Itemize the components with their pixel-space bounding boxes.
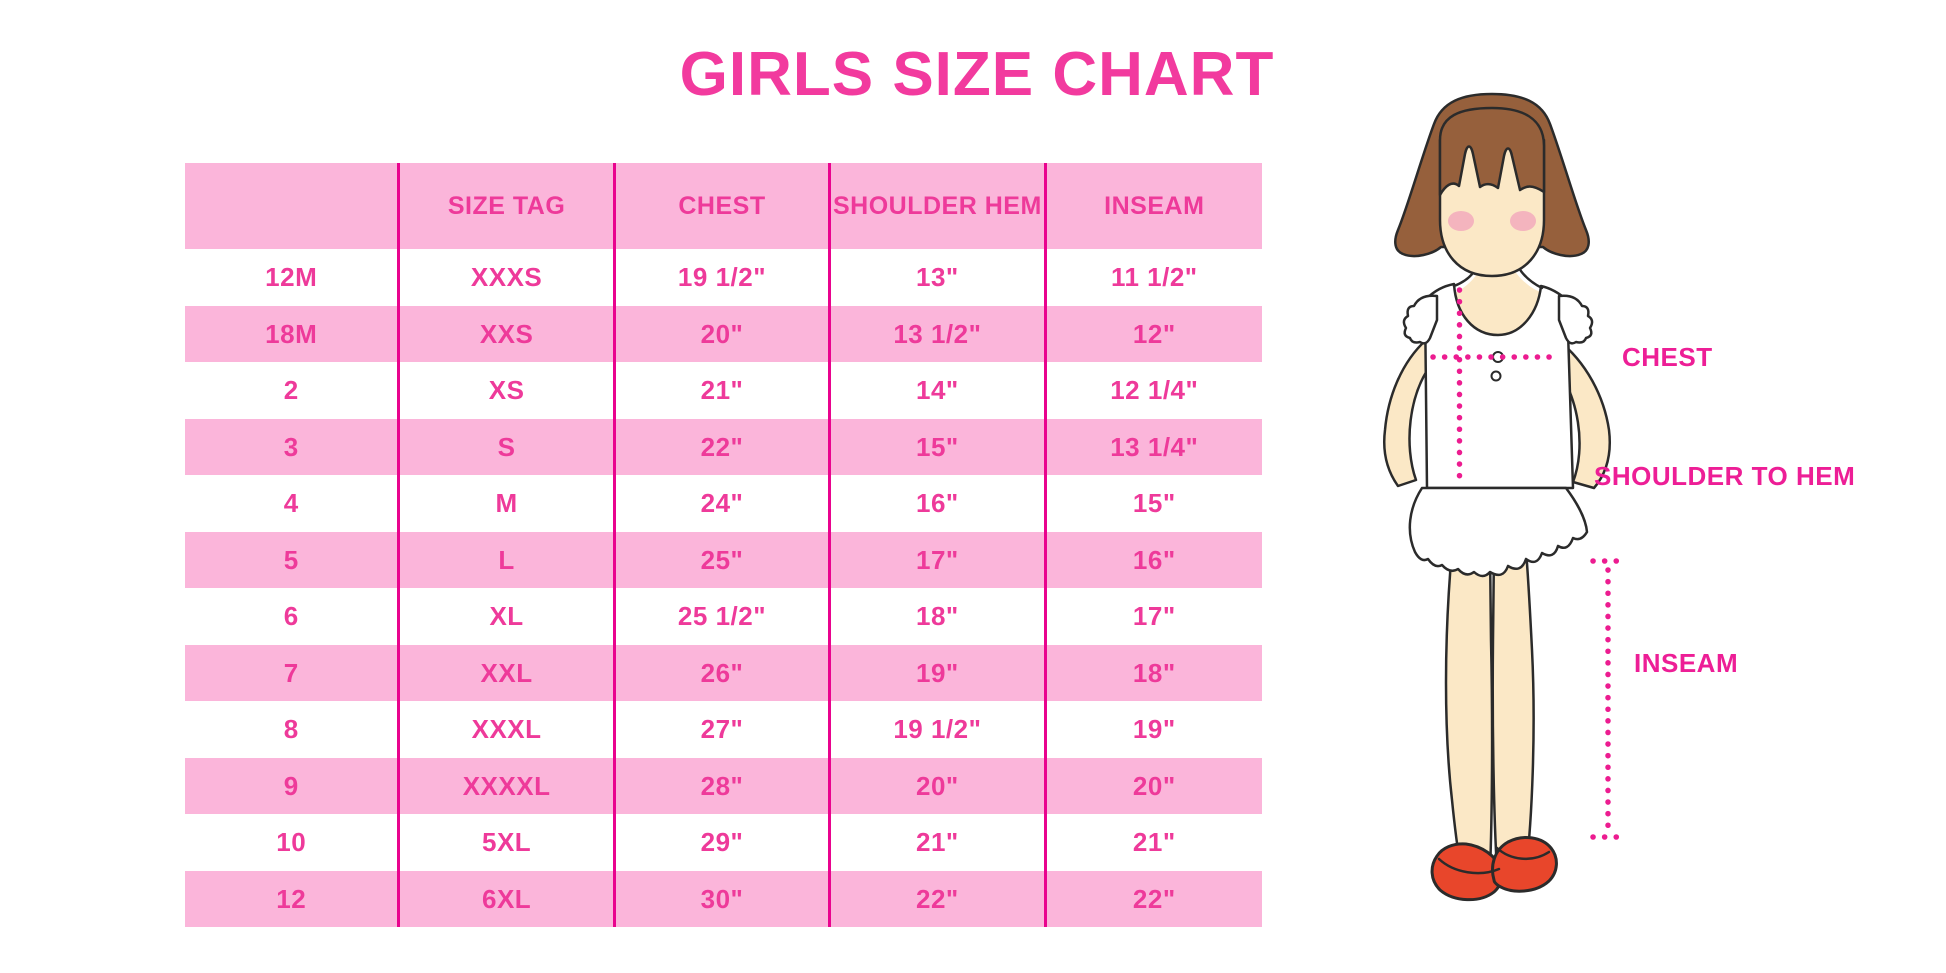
table-cell: 21" xyxy=(1132,827,1176,857)
table-cell: 22" xyxy=(615,418,832,475)
table-cell: 20" xyxy=(831,757,1047,814)
button xyxy=(1490,370,1502,382)
table-cell: 17" xyxy=(1132,601,1176,631)
table-cell: 29" xyxy=(616,814,832,871)
table-cell: 30" xyxy=(615,870,832,927)
table-cell: 8 xyxy=(185,701,401,758)
table-cell: 19" xyxy=(831,644,1047,701)
table-cell: 12" xyxy=(1046,305,1262,362)
table-cell: 24" xyxy=(616,475,832,532)
table-cell: L xyxy=(400,531,616,588)
table-cell: XXXXL xyxy=(400,757,616,814)
table-cell: 27" xyxy=(616,701,832,758)
table-cell: XXS xyxy=(400,305,616,362)
size-table-body: 12M XXXS 19 1/2" 13" 11 1/2" 18M XXS 20" 13 1/2"… xyxy=(185,249,1262,927)
table-cell: 7 xyxy=(185,644,401,701)
table-cell: 12 1/4" xyxy=(1110,375,1199,405)
table-cell: 16" xyxy=(1046,531,1262,588)
table-cell: 22" xyxy=(831,870,1047,927)
column-header-shoulder-hem: SHOULDER HEM xyxy=(831,163,1047,249)
table-cell: XXXS xyxy=(400,249,616,306)
table-cell: XL xyxy=(400,588,616,645)
left-shoe-strap xyxy=(1437,857,1501,875)
table-cell: 6XL xyxy=(400,870,616,927)
left-leg xyxy=(1444,548,1494,872)
table-cell: 11 1/2" xyxy=(1110,262,1198,292)
skirt xyxy=(1408,486,1589,578)
shoulder-to-hem-label: SHOULDER TO HEM xyxy=(1594,461,1856,491)
left-blush xyxy=(1448,211,1474,231)
table-cell: 26" xyxy=(615,644,832,701)
column-header-chest: CHEST xyxy=(615,163,832,249)
table-cell: 28" xyxy=(615,757,832,814)
table-cell: 15" xyxy=(831,418,1047,475)
table-cell: 20" xyxy=(615,305,832,362)
page-title: GIRLS SIZE CHART xyxy=(679,40,1275,109)
girl-illustration xyxy=(1383,92,1622,902)
table-cell: M xyxy=(400,475,616,532)
table-cell: 13" xyxy=(831,249,1047,306)
chest-label: CHEST xyxy=(1622,342,1713,372)
left-arm xyxy=(1383,338,1435,488)
table-cell: 19" xyxy=(1132,714,1176,744)
size-table-header: SIZE TAG CHEST SHOULDER HEM INSEAM xyxy=(185,163,1262,249)
left-shoulder-ruffle xyxy=(1402,294,1439,345)
table-cell: 20" xyxy=(1046,757,1262,814)
table-cell: 12 xyxy=(185,870,401,927)
right-leg xyxy=(1491,548,1535,872)
hair-bangs xyxy=(1438,106,1546,197)
table-cell: 12M xyxy=(185,249,401,306)
right-shoe-strap xyxy=(1495,846,1551,860)
top-bodice xyxy=(1423,282,1575,490)
table-cell: 4 xyxy=(185,475,401,532)
table-cell: XS xyxy=(400,362,616,419)
right-shoulder-ruffle xyxy=(1557,294,1594,345)
column-header-empty xyxy=(185,163,401,249)
table-cell: 25 1/2" xyxy=(616,588,832,645)
table-cell: 17" xyxy=(831,531,1047,588)
right-shoe xyxy=(1491,835,1558,893)
table-cell: 3 xyxy=(185,418,401,475)
neck xyxy=(1452,245,1541,336)
table-cell: 13 1/4" xyxy=(1046,418,1262,475)
table-cell: 19 1/2" xyxy=(831,701,1047,758)
inseam-label: INSEAM xyxy=(1634,648,1739,678)
table-cell: XXL xyxy=(400,644,616,701)
column-header-size-tag: SIZE TAG xyxy=(400,163,616,249)
table-cell: 15" xyxy=(1132,488,1176,518)
table-cell: 14" xyxy=(831,362,1047,419)
table-cell: 2 xyxy=(185,362,401,419)
table-cell: 21" xyxy=(831,814,1047,871)
right-blush xyxy=(1510,211,1536,231)
table-cell: 13 1/2" xyxy=(831,305,1047,362)
table-cell: 22" xyxy=(1046,870,1262,927)
table-cell: 18M xyxy=(185,305,401,362)
table-cell: 21" xyxy=(616,362,832,419)
table-cell: XXXL xyxy=(400,701,616,758)
table-cell: 25" xyxy=(615,531,832,588)
size-table: SIZE TAG CHEST SHOULDER HEM INSEAM 12M XX… xyxy=(185,163,1262,927)
table-cell: 5XL xyxy=(400,814,616,871)
column-header-inseam: INSEAM xyxy=(1046,163,1262,249)
table-cell: 16" xyxy=(831,475,1047,532)
table-cell: 19 1/2" xyxy=(616,249,832,306)
table-cell: 18" xyxy=(1046,644,1262,701)
table-cell: 9 xyxy=(185,757,401,814)
table-cell: 18" xyxy=(831,588,1047,645)
table-cell: S xyxy=(400,418,616,475)
table-cell: 10 xyxy=(185,814,401,871)
table-cell: 6 xyxy=(185,588,401,645)
table-cell: 5 xyxy=(185,531,401,588)
